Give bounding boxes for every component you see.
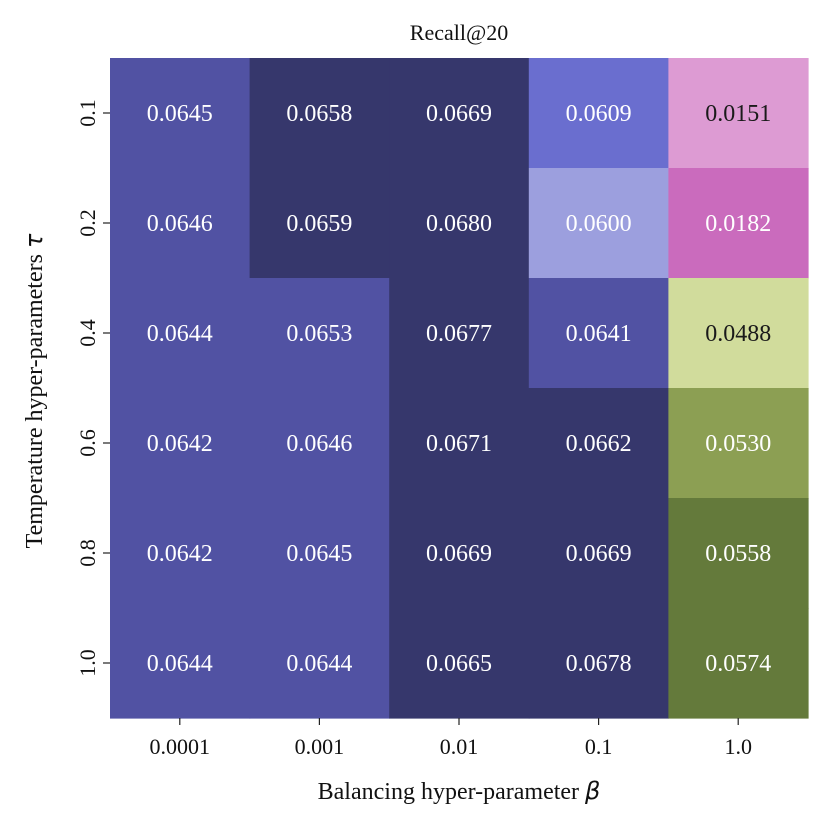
- cell-value-label: 0.0600: [566, 211, 632, 237]
- y-axis-label: Temperature hyper-parameters τ: [20, 233, 48, 548]
- cell-value-label: 0.0574: [705, 651, 771, 677]
- heatmap-cell: [528, 168, 669, 279]
- cell-value-label: 0.0646: [147, 211, 213, 237]
- y-tick-label: 0.8: [75, 539, 100, 567]
- heatmap-cell: [668, 388, 809, 499]
- heatmap-cell: [389, 608, 530, 719]
- cell-value-label: 0.0558: [705, 541, 771, 567]
- cell-value-label: 0.0646: [286, 431, 352, 457]
- y-tick-label: 0.4: [75, 319, 100, 347]
- heatmap-cell: [528, 58, 669, 169]
- heatmap-cell: [249, 498, 390, 609]
- heatmap-cell: [110, 58, 251, 169]
- cell-value-label: 0.0659: [286, 211, 352, 237]
- heatmap-cell: [110, 388, 251, 499]
- heatmap-cell: [668, 608, 809, 719]
- x-tick-label: 1.0: [724, 734, 752, 759]
- cell-value-label: 0.0644: [147, 321, 213, 347]
- heatmap-cell: [668, 58, 809, 169]
- heatmap-cell: [389, 168, 530, 279]
- cell-value-label: 0.0678: [566, 651, 632, 677]
- cell-value-label: 0.0669: [426, 541, 492, 567]
- cell-value-label: 0.0677: [426, 321, 492, 347]
- heatmap-cell: [528, 388, 669, 499]
- heatmap-cell: [249, 608, 390, 719]
- y-axis-ticks: 0.1 0.2 0.4 0.6 0.8 1.0: [75, 99, 110, 677]
- heatmap-cell: [249, 388, 390, 499]
- cell-value-label: 0.0641: [566, 321, 632, 347]
- x-tick-label: 0.01: [440, 734, 479, 759]
- x-tick-label: 0.0001: [150, 734, 211, 759]
- heatmap-cell: [249, 168, 390, 279]
- heatmap-cell: [249, 58, 390, 169]
- cell-value-label: 0.0662: [566, 431, 632, 457]
- y-tick-label: 0.1: [75, 99, 100, 127]
- heatmap-cell: [389, 498, 530, 609]
- cell-value-label: 0.0644: [286, 651, 352, 677]
- heatmap-cells: 0.0645 0.0658 0.0669 0.0609 0.0151 0.0646 0.06…: [110, 58, 809, 719]
- cell-value-label: 0.0669: [426, 101, 492, 127]
- cell-value-label: 0.0658: [286, 101, 352, 127]
- cell-value-label: 0.0669: [566, 541, 632, 567]
- x-tick-label: 0.1: [585, 734, 613, 759]
- cell-value-label: 0.0488: [705, 321, 771, 347]
- heatmap-cell: [110, 608, 251, 719]
- heatmap-cell: [528, 498, 669, 609]
- cell-value-label: 0.0530: [705, 431, 771, 457]
- x-axis-symbol: β: [584, 777, 600, 805]
- heatmap-cell: [389, 58, 530, 169]
- x-axis-ticks: 0.0001 0.001 0.01 0.1 1.0: [150, 718, 752, 759]
- x-axis-label: Balancing hyper-parameter β: [318, 777, 601, 805]
- heatmap-cell: [389, 278, 530, 389]
- cell-value-label: 0.0645: [286, 541, 352, 567]
- chart-title: Recall@20: [410, 20, 508, 45]
- heatmap-cell: [528, 608, 669, 719]
- cell-value-label: 0.0653: [286, 321, 352, 347]
- heatmap-cell: [110, 278, 251, 389]
- cell-value-label: 0.0665: [426, 651, 492, 677]
- y-tick-label: 0.6: [75, 429, 100, 457]
- cell-value-label: 0.0609: [566, 101, 632, 127]
- x-tick-label: 0.001: [295, 734, 345, 759]
- cell-value-label: 0.0680: [426, 211, 492, 237]
- cell-value-label: 0.0645: [147, 101, 213, 127]
- cell-value-label: 0.0151: [705, 101, 771, 127]
- cell-value-label: 0.0642: [147, 431, 213, 457]
- y-tick-label: 1.0: [75, 649, 100, 677]
- heatmap-cell: [110, 498, 251, 609]
- heatmap-cell: [668, 278, 809, 389]
- heatmap-cell: [249, 278, 390, 389]
- heatmap-cell: [389, 388, 530, 499]
- heatmap-cell: [528, 278, 669, 389]
- cell-value-label: 0.0182: [705, 211, 771, 237]
- heatmap-cell: [110, 168, 251, 279]
- cell-value-label: 0.0644: [147, 651, 213, 677]
- y-axis-symbol: τ: [20, 233, 48, 248]
- cell-value-label: 0.0671: [426, 431, 492, 457]
- heatmap-cell: [668, 498, 809, 609]
- heatmap-cell: [668, 168, 809, 279]
- cell-value-label: 0.0642: [147, 541, 213, 567]
- y-tick-label: 0.2: [75, 209, 100, 237]
